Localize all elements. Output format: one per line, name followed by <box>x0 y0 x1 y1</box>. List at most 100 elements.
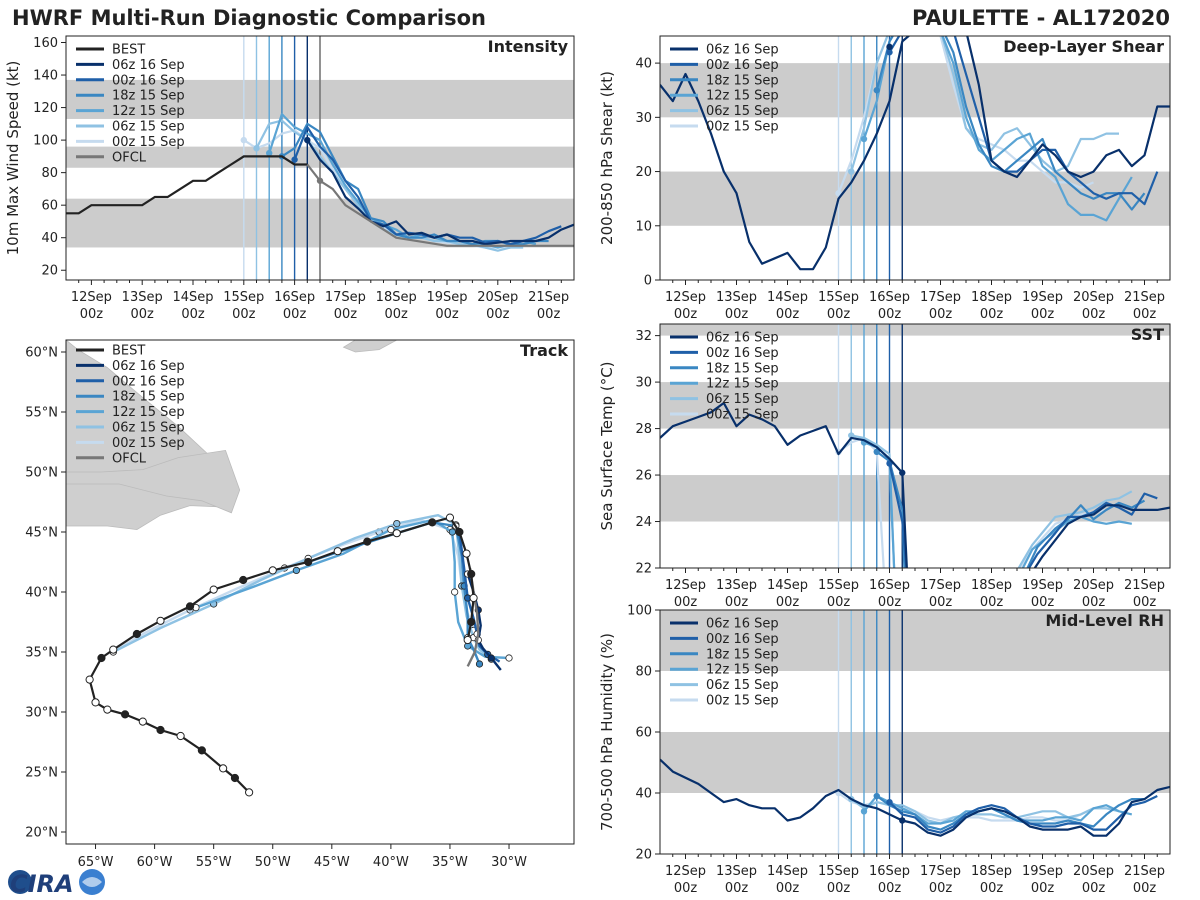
x-tick-label: 00z <box>283 307 307 322</box>
y-tick-label: 20°N <box>25 826 58 841</box>
ofcl-init-marker <box>316 177 324 184</box>
legend-label: 18z 15 Sep <box>706 647 779 662</box>
x-tick-label: 00z <box>725 595 749 610</box>
x-tick-label: 00z <box>827 595 851 610</box>
x-tick-label: 14Sep <box>767 864 808 879</box>
y-tick-label: 22 <box>635 562 652 577</box>
x-tick-label: 00z <box>980 881 1004 896</box>
best-track-point <box>467 569 476 579</box>
x-tick-label: 19Sep <box>1022 290 1063 305</box>
track-00z-15-sep <box>112 518 475 654</box>
shaded-band <box>660 382 1170 429</box>
panel-title: Deep-Layer Shear <box>1003 37 1164 56</box>
y-tick-label: 32 <box>635 329 652 344</box>
series-init-marker <box>860 135 868 143</box>
legend-label: 00z 15 Sep <box>706 694 779 709</box>
x-tick-label: 19Sep <box>1022 864 1063 879</box>
shaded-band <box>660 171 1170 226</box>
x-tick-label: 00z <box>232 307 256 322</box>
best-track-point <box>230 773 240 783</box>
legend-label: 00z 15 Sep <box>112 436 185 451</box>
x-tick-label: 21Sep <box>1124 290 1165 305</box>
series-init-marker <box>899 469 906 476</box>
x-tick-label: 15Sep <box>818 578 859 593</box>
x-tick-label: 12Sep <box>665 578 706 593</box>
x-tick-label: 00z <box>776 595 800 610</box>
legend-label: 00z 16 Sep <box>112 374 185 389</box>
intensity-panel: 20 40 60 80 100 120 140 160 12Sep 00z 13Sep 00z 14Se… <box>4 35 575 322</box>
best-track-point <box>185 602 195 611</box>
x-tick-label: 00z <box>878 595 902 610</box>
series-12z-15-sep <box>862 36 1133 222</box>
y-tick-label: 160 <box>33 36 58 51</box>
x-tick-label: 00z <box>980 307 1004 322</box>
x-tick-label: 13Sep <box>716 864 757 879</box>
x-tick-label: 00z <box>878 307 902 322</box>
x-tick-label: 00z <box>776 881 800 896</box>
y-tick-label: 25°N <box>25 766 58 781</box>
legend-label: 06z 16 Sep <box>706 617 779 632</box>
x-tick-label: 16Sep <box>869 864 910 879</box>
y-tick-label: 45°N <box>25 526 58 541</box>
shaded-band <box>660 324 1170 336</box>
shaded-band <box>660 63 1170 118</box>
best-track-point <box>445 513 455 522</box>
y-axis-label: Sea Surface Temp (°C) <box>598 361 616 530</box>
x-tick-label: 17Sep <box>920 290 961 305</box>
legend-label: 00z 15 Sep <box>112 135 185 150</box>
legend-label: 06z 15 Sep <box>112 421 185 436</box>
legend-label: OFCL <box>112 150 147 165</box>
track-06z-15-sep <box>112 514 493 661</box>
x-tick-label: 00z <box>334 307 358 322</box>
series-00z-15-sep <box>837 436 1107 568</box>
track-point <box>487 654 495 662</box>
x-tick-label: 14Sep <box>767 290 808 305</box>
legend-label: 00z 15 Sep <box>706 408 779 423</box>
best-track-point <box>268 566 277 575</box>
x-tick-label: 00z <box>80 307 104 322</box>
best-track-point <box>138 717 147 726</box>
best-track-point <box>333 547 342 556</box>
x-tick-label: 00z <box>486 307 510 322</box>
legend-label: 00z 16 Sep <box>706 346 779 361</box>
legend-label: 18z 15 Sep <box>706 73 779 88</box>
storm-title: PAULETTE - AL172020 <box>912 6 1170 30</box>
y-tick-label: 100 <box>627 604 652 619</box>
series-06z-16-sep <box>660 401 1170 568</box>
best-track-point <box>156 616 165 625</box>
track-point <box>475 660 484 668</box>
series-18z-15-sep <box>876 795 1145 831</box>
x-tick-label: 20Sep <box>1073 290 1114 305</box>
best-track-point <box>197 746 206 755</box>
land-mass <box>66 449 241 514</box>
x-tick-label: 16Sep <box>274 290 315 305</box>
legend-label: 00z 15 Sep <box>706 120 779 135</box>
best-track-point <box>239 575 248 585</box>
x-tick-label: 00z <box>1031 307 1055 322</box>
x-tick-label: 00z <box>929 595 953 610</box>
legend-label: BEST <box>112 43 145 58</box>
x-tick-label: 00z <box>385 307 409 322</box>
x-tick-label: 00z <box>827 307 851 322</box>
legend-label: 18z 15 Sep <box>112 390 185 405</box>
y-tick-label: 20 <box>635 848 652 863</box>
x-tick-label: 14Sep <box>172 290 213 305</box>
x-tick-label: 12Sep <box>71 290 112 305</box>
x-tick-label: 20Sep <box>477 290 518 305</box>
sst-plot-area <box>660 324 1170 568</box>
series-00z-16-sep <box>888 36 1159 206</box>
y-tick-label: 60°N <box>25 346 58 361</box>
legend-label: 12z 15 Sep <box>112 104 185 119</box>
series-06z-15-sep <box>850 36 1119 173</box>
series-init-marker <box>253 145 260 152</box>
y-tick-label: 0 <box>644 274 652 289</box>
best-track-point <box>245 788 254 797</box>
y-tick-label: 26 <box>635 469 652 484</box>
x-tick-label: 60°W <box>137 855 173 870</box>
cira-logo-swirl-detail-icon <box>82 877 102 887</box>
figure-title: HWRF Multi-Run Diagnostic Comparison <box>12 6 487 30</box>
series-init-marker <box>266 149 273 157</box>
x-tick-label: 50°W <box>255 855 291 870</box>
y-tick-label: 35°N <box>25 646 58 661</box>
